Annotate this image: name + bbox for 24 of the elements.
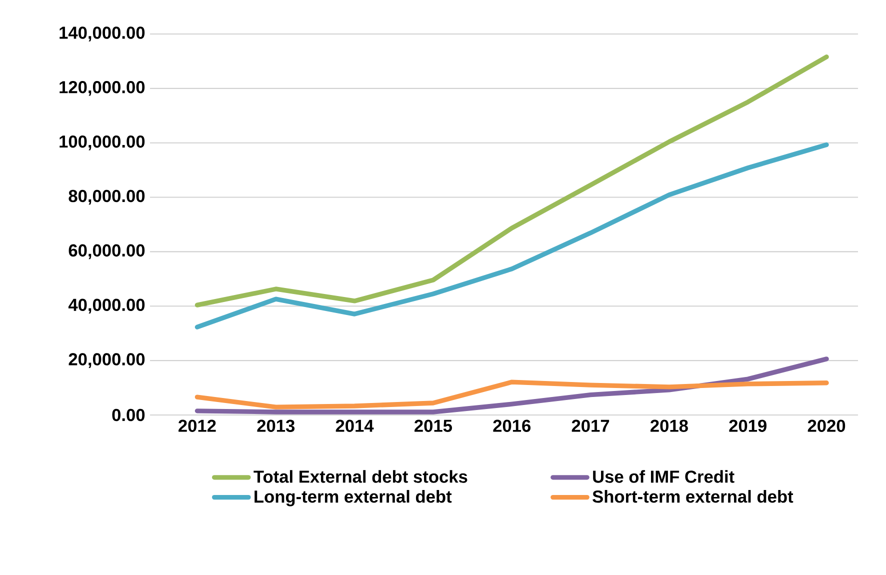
x-tick-label: 2015 [414, 420, 452, 432]
y-tick-label: 80,000.00 [68, 190, 145, 205]
line-series [194, 142, 829, 330]
line-series [194, 54, 829, 308]
x-tick-label: 2017 [572, 420, 610, 432]
x-tick-label: 2018 [650, 420, 688, 432]
x-tick-label: 2013 [257, 420, 295, 432]
line-series [194, 380, 829, 410]
y-tick-label: 100,000.00 [60, 135, 145, 150]
y-tick-label: 140,000.00 [60, 26, 145, 42]
x-tick-label: 2019 [729, 420, 766, 432]
legend-label: Use of IMF Credit [593, 470, 734, 483]
x-tick-label: 2020 [808, 420, 846, 432]
y-tick-label: 0.00 [112, 408, 145, 422]
x-tick-label: 2012 [178, 420, 216, 432]
y-tick-label: 40,000.00 [68, 298, 145, 314]
x-tick-label: 2014 [336, 420, 374, 432]
legend-label: Total External debt stocks [254, 470, 468, 483]
y-tick-label: 60,000.00 [68, 244, 145, 260]
legend-label: Short-term external debt [592, 490, 794, 503]
legend-label: Long-term external debt [254, 490, 452, 506]
y-tick-label: 20,000.00 [68, 353, 145, 368]
x-tick-label: 2016 [493, 420, 531, 432]
y-tick-label: 120,000.00 [60, 81, 145, 96]
